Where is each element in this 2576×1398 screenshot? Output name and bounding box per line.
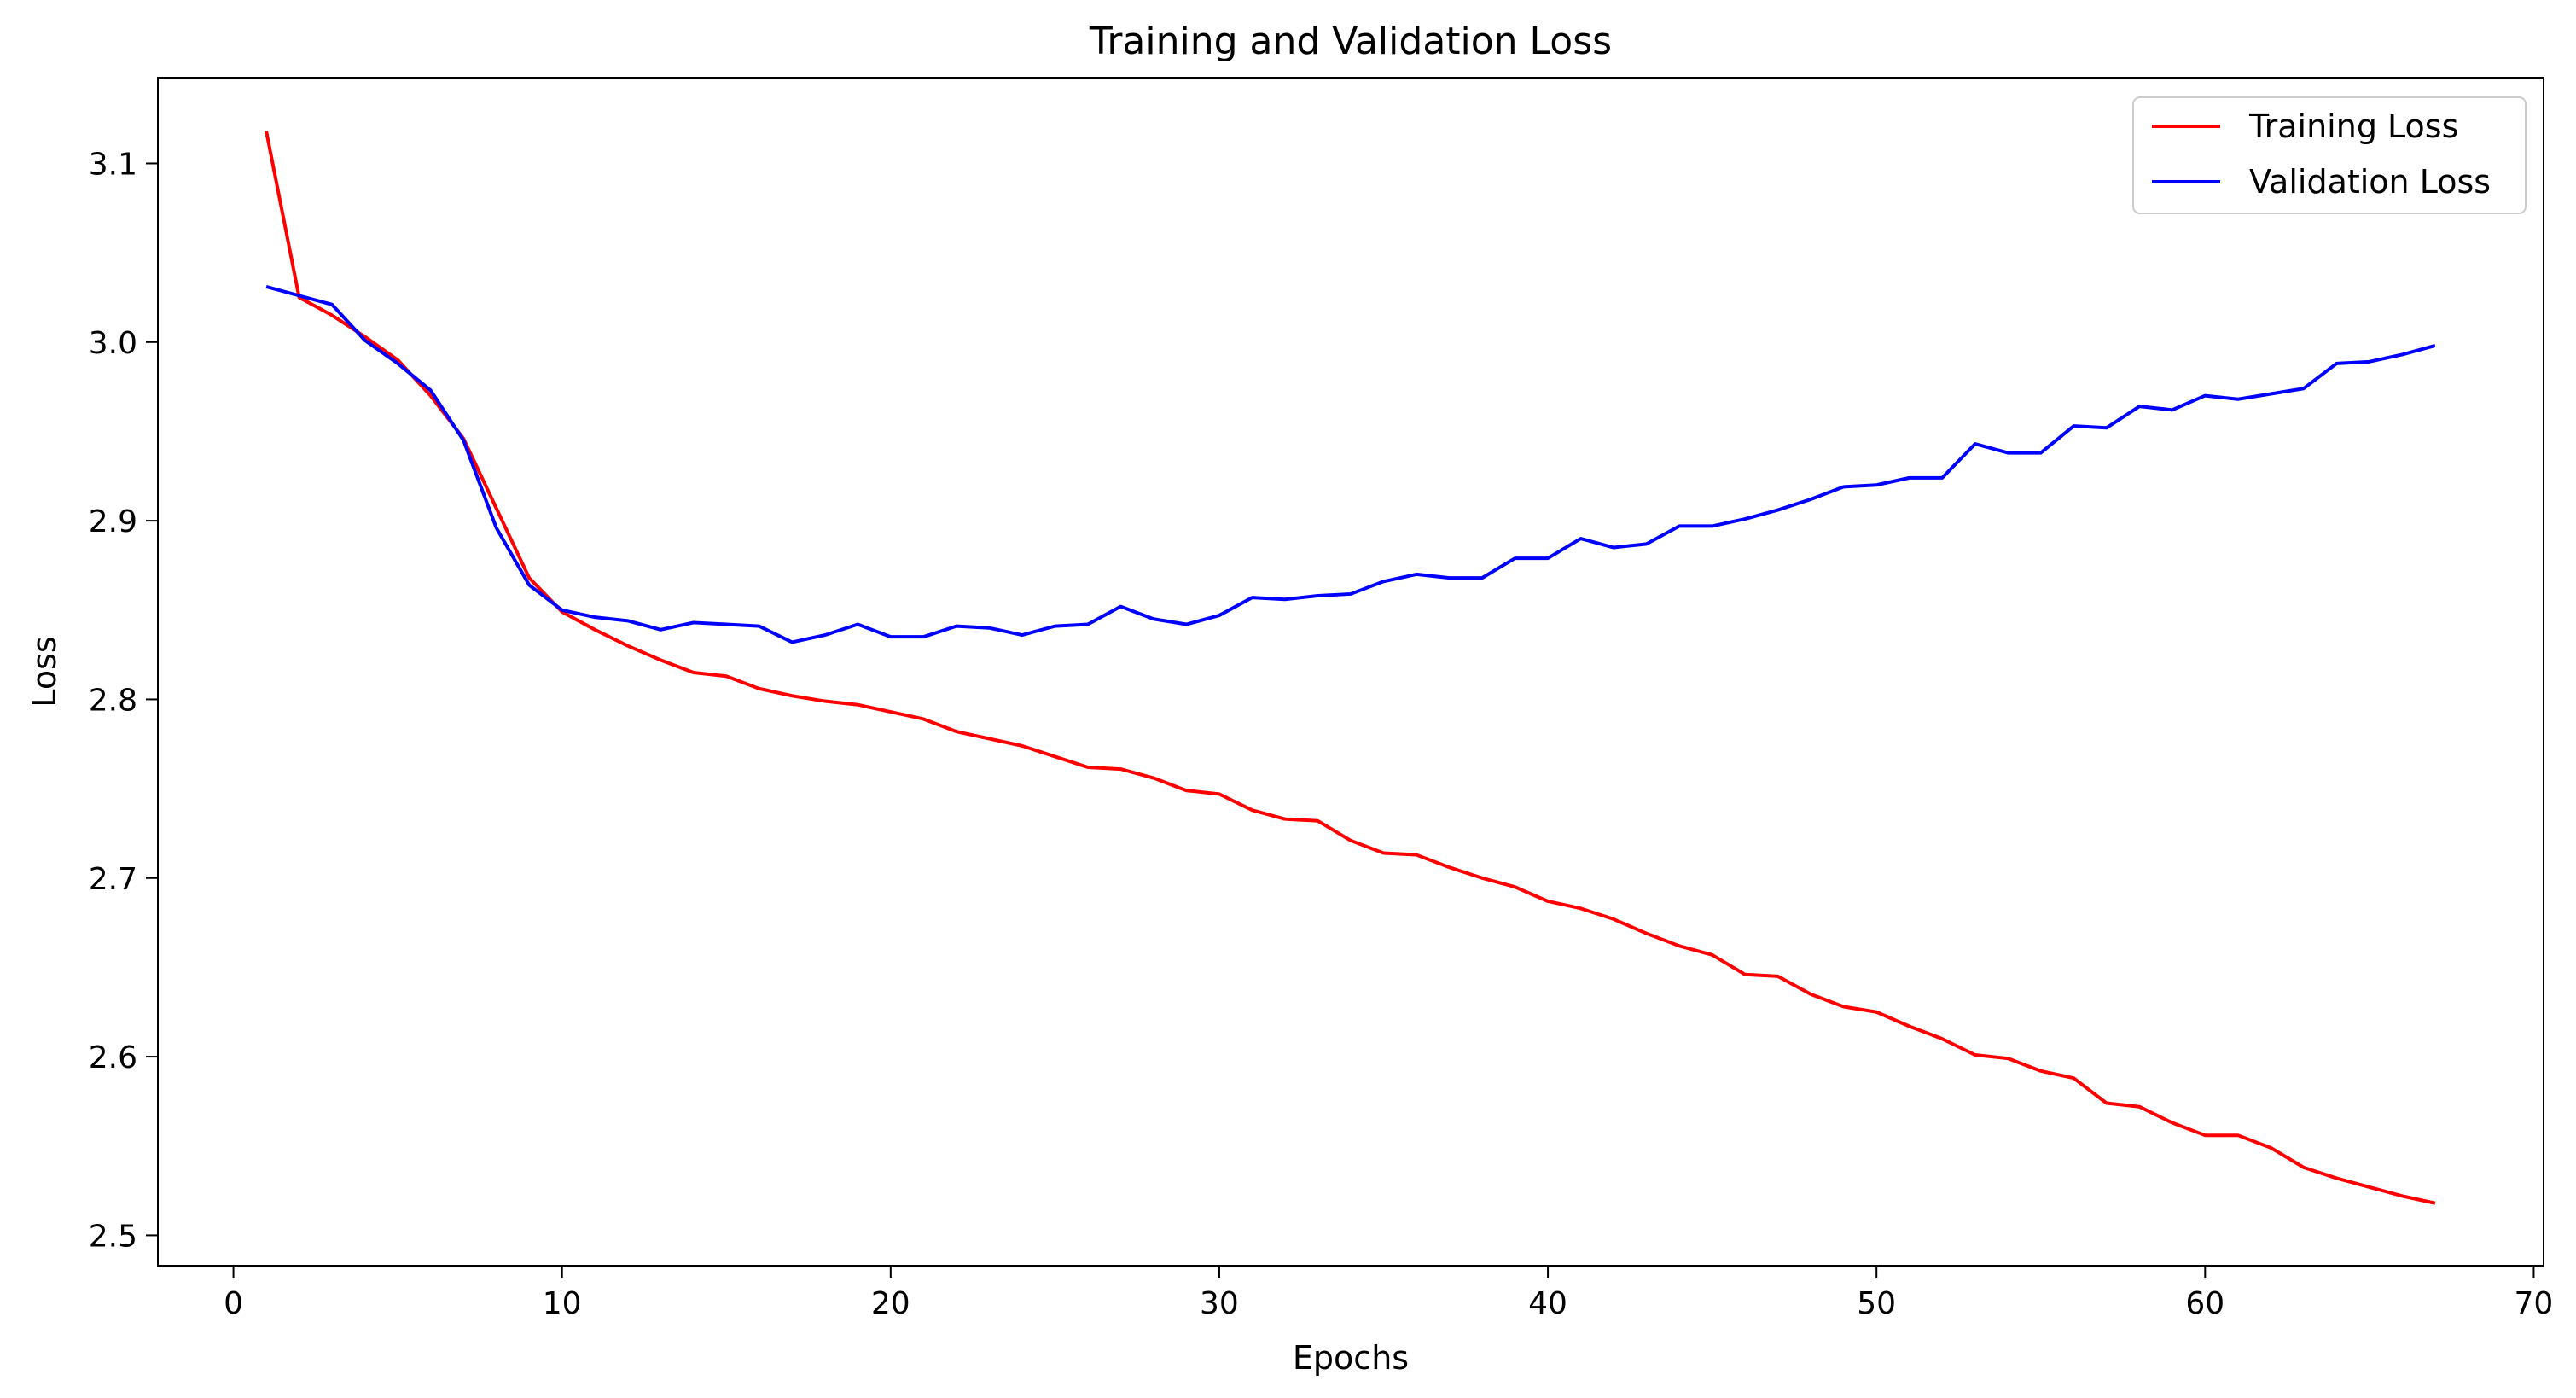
x-tick-label: 60 [2185,1286,2224,1321]
chart-title: Training and Validation Loss [1089,20,1612,63]
legend-box [2132,96,2527,214]
x-tick-label: 0 [224,1286,243,1321]
y-tick-label: 2.5 [89,1219,137,1254]
plot-frame [157,77,2544,1267]
training-loss-line [265,131,2436,1205]
x-tick-label: 20 [871,1286,910,1321]
y-tick-label: 3.1 [89,147,137,182]
validation-loss-line [265,284,2436,644]
x-tick-label: 40 [1528,1286,1567,1321]
x-tick-label: 10 [543,1286,582,1321]
legend: Training Loss Validation Loss [2132,96,2527,214]
y-tick-label: 3.0 [89,326,137,361]
series-layer [265,131,2436,1205]
y-tick-label: 2.9 [89,504,137,539]
x-axis-label: Epochs [1293,1339,1409,1377]
y-axis-ticks: 2.5 2.6 2.7 2.8 2.9 3.0 3.1 [89,147,158,1254]
y-tick-label: 2.7 [89,862,137,897]
x-axis-ticks: 0 10 20 30 40 50 60 70 [224,1266,2553,1321]
legend-training-label: Training Loss [2248,108,2458,145]
legend-validation-label: Validation Loss [2249,163,2491,201]
y-tick-label: 2.6 [89,1040,137,1075]
y-axis-label: Loss [26,636,63,707]
x-tick-label: 30 [1200,1286,1239,1321]
x-tick-label: 50 [1857,1286,1896,1321]
y-tick-label: 2.8 [89,683,137,718]
x-tick-label: 70 [2515,1286,2554,1321]
